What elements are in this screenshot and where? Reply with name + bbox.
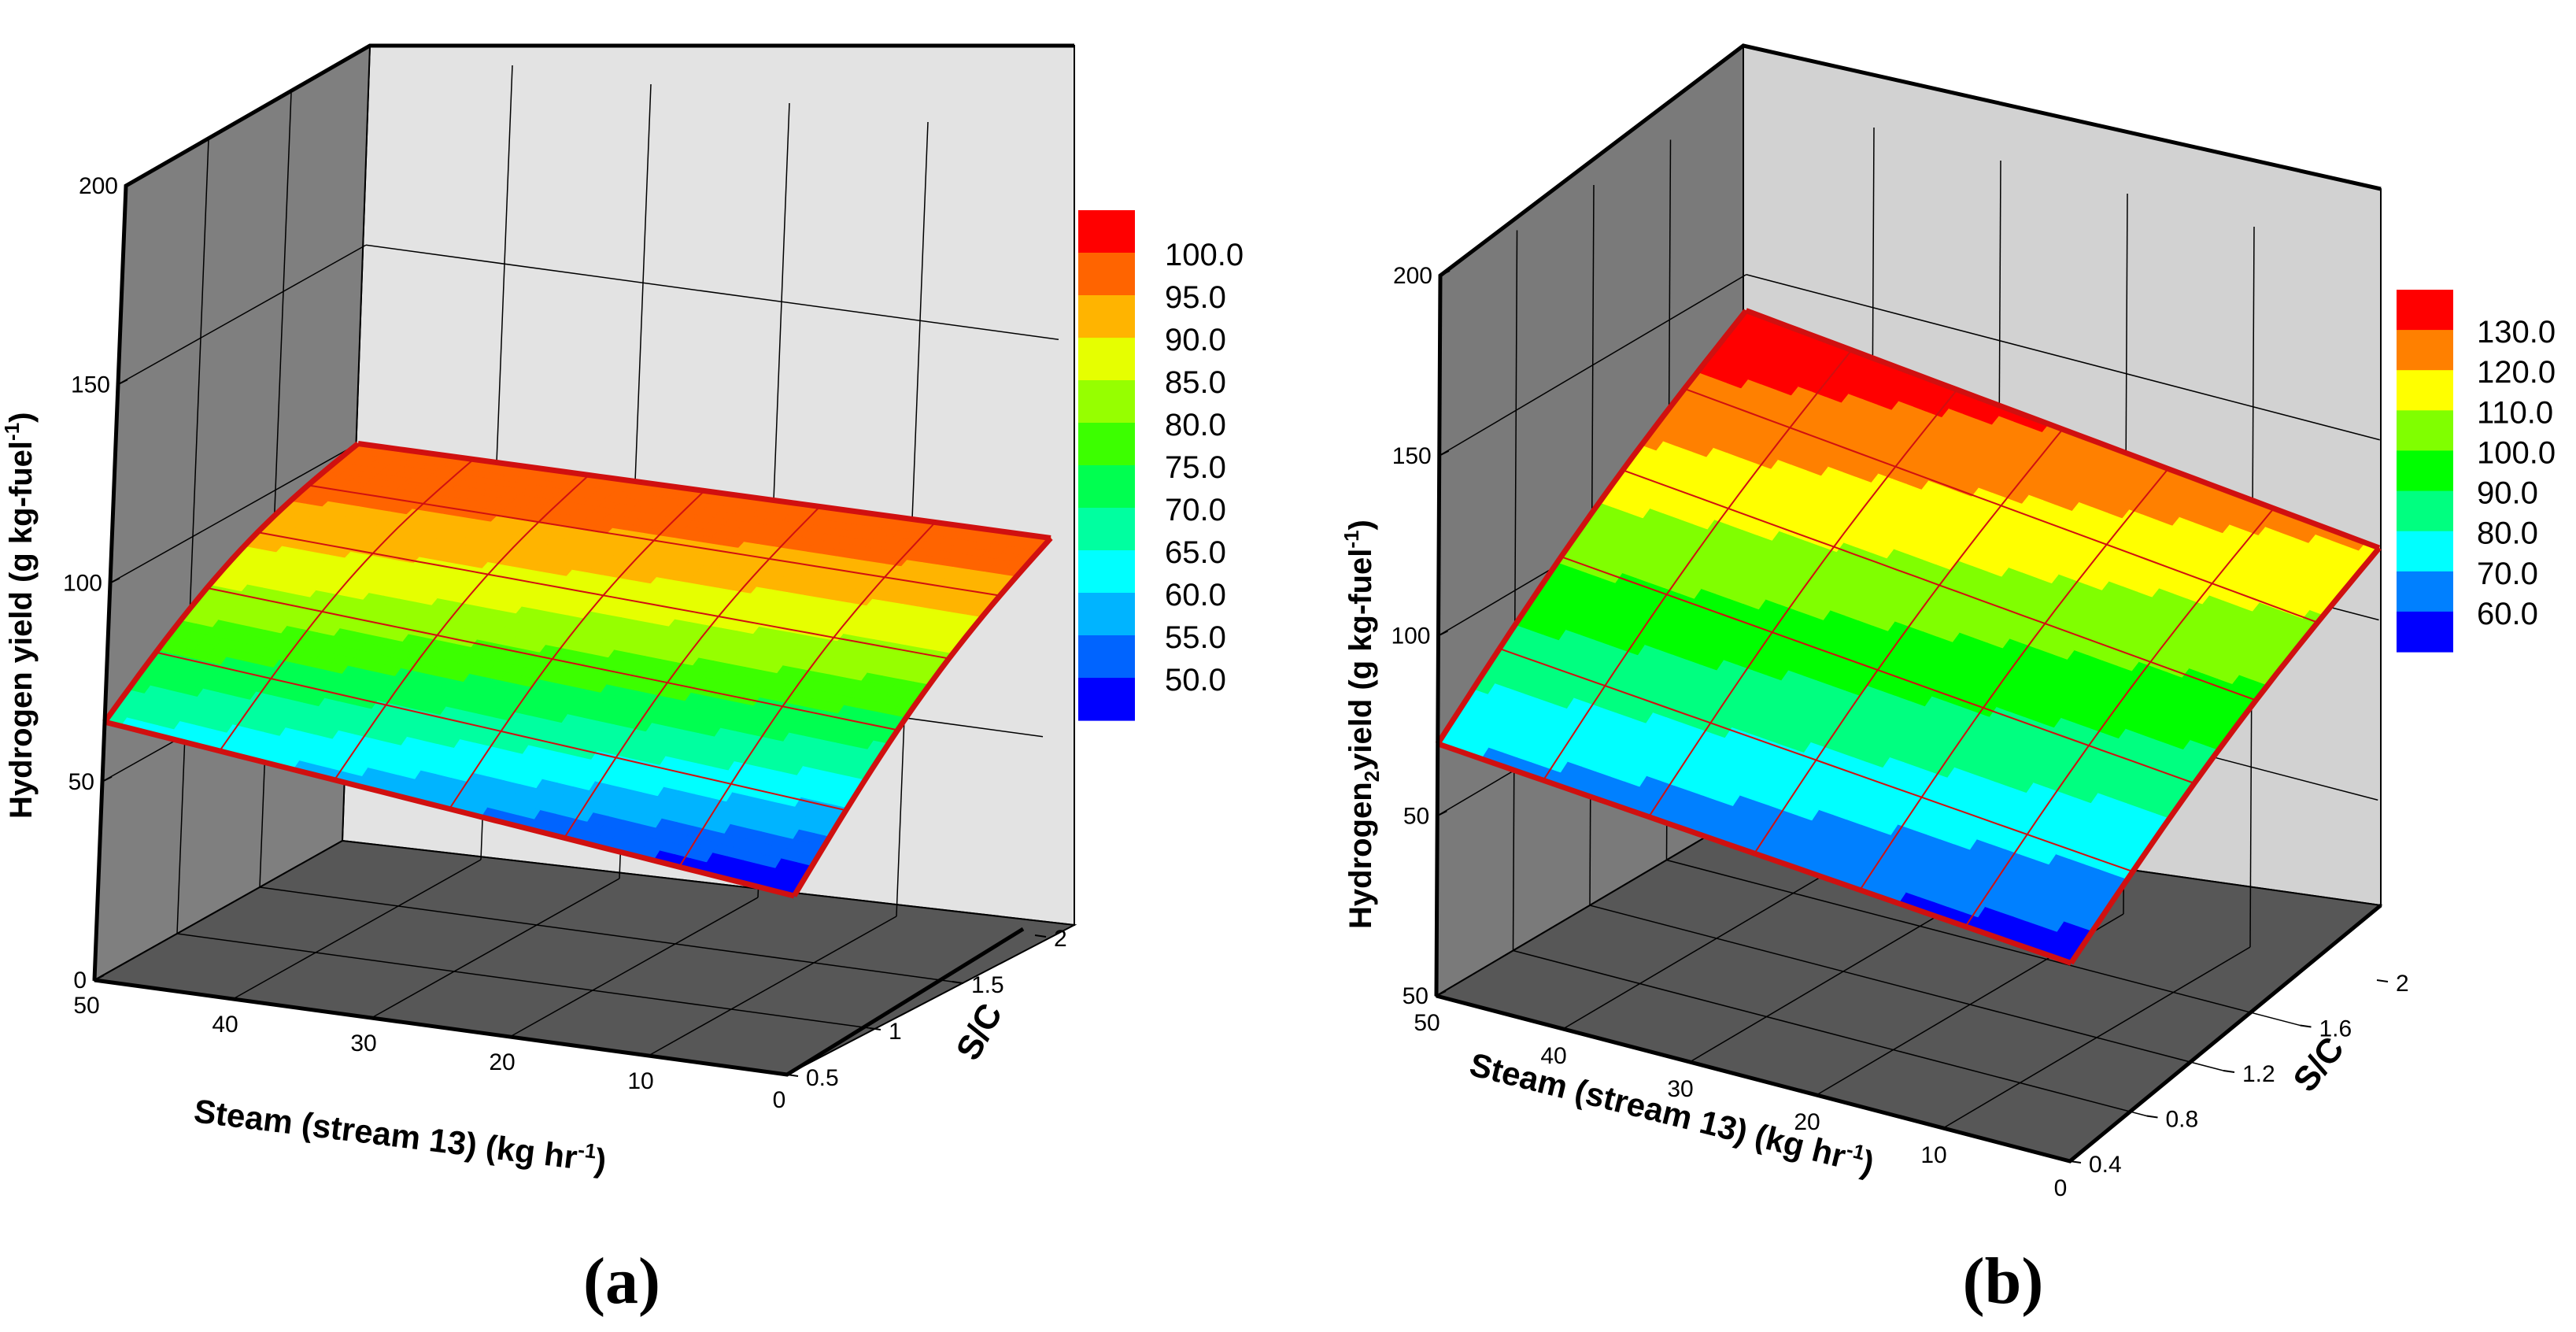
legend-level-label: 55.0 <box>1165 620 1226 655</box>
legend-color-band <box>1078 295 1135 339</box>
legend-level-label: 85.0 <box>1165 365 1226 400</box>
legend-color-band <box>1078 210 1135 253</box>
z-tick-label: 0 <box>73 968 87 993</box>
y-tick-mark <box>786 1074 799 1077</box>
legend-color-band <box>1078 338 1135 381</box>
legend-color-band <box>1078 635 1135 679</box>
legend-level-label: 130.0 <box>2477 315 2556 350</box>
legend-level-label: 80.0 <box>1165 408 1226 442</box>
panel-a-z-axis-label: Hydrogen yield (g kg-fuel-1) <box>0 413 39 820</box>
x-tick-label: 0 <box>773 1087 786 1113</box>
legend-level-label: 95.0 <box>1165 280 1226 315</box>
legend-color-band <box>1078 508 1135 551</box>
y-tick-label: 1.2 <box>2242 1061 2275 1087</box>
panel-a-y-axis-label: S/C <box>949 997 1011 1067</box>
panel-b-z-axis-label: Hydrogen2yield (g kg-fuel-1) <box>1340 520 1384 929</box>
panel-a-x-axis-label: Steam (stream 13) (kg hr-1) <box>192 1090 608 1179</box>
x-tick-label: 50 <box>1414 1010 1440 1036</box>
x-tick-label: 50 <box>73 993 99 1019</box>
y-tick-mark <box>2376 979 2389 982</box>
y-tick-label: 2 <box>1054 926 1067 952</box>
legend-level-label: 110.0 <box>2477 395 2553 430</box>
legend-color-band <box>2397 450 2453 492</box>
left-wall-gridline <box>117 244 367 385</box>
left-wall-gridline <box>176 139 209 934</box>
legend-level-label: 75.0 <box>1165 450 1226 485</box>
x-tick-label: 30 <box>350 1030 376 1056</box>
floor-gridline <box>259 886 953 982</box>
panel-b-legend: 130.0 120.0 110.0 100.0 90.0 80.0 70.0 60.0 <box>2397 290 2556 653</box>
panel-b-label: (b) <box>1963 1245 2044 1318</box>
x-tick-label: 20 <box>489 1049 515 1075</box>
legend-level-label: 65.0 <box>1165 535 1226 570</box>
y-tick-label: 1 <box>889 1019 902 1045</box>
legend-color-band <box>1078 253 1135 296</box>
panel-a-label: (a) <box>583 1245 660 1318</box>
legend-level-label: 80.0 <box>2477 516 2538 551</box>
legend-color-band <box>2397 370 2453 411</box>
legend-color-band <box>1078 678 1135 721</box>
x-tick-label: 10 <box>627 1068 653 1094</box>
y-tick-label: 0.8 <box>2166 1107 2199 1133</box>
legend-color-band <box>1078 380 1135 424</box>
legend-level-label: 100.0 <box>2477 435 2556 470</box>
left-wall-gridline <box>109 442 359 584</box>
legend-color-band <box>2397 611 2453 653</box>
legend-color-band <box>1078 593 1135 636</box>
legend-color-band <box>2397 290 2453 331</box>
y-tick-label: 1.5 <box>971 972 1004 998</box>
legend-level-label: 100.0 <box>1165 238 1244 272</box>
z-tick-label: 200 <box>79 173 118 199</box>
legend-color-band <box>2397 330 2453 371</box>
floor-gridline <box>371 878 620 1019</box>
y-tick-label: 0.5 <box>806 1065 839 1091</box>
y-tick-label: 2 <box>2396 971 2409 997</box>
legend-color-band <box>2397 571 2453 612</box>
y-tick-mark <box>2146 1115 2158 1119</box>
legend-color-band <box>2397 490 2453 532</box>
legend-color-band <box>1078 423 1135 466</box>
back-wall-gridline <box>365 244 1059 340</box>
legend-level-label: 60.0 <box>1165 578 1226 612</box>
legend-level-label: 70.0 <box>2477 557 2538 591</box>
legend-level-label: 50.0 <box>1165 663 1226 697</box>
legend-color-band <box>1078 465 1135 509</box>
y-tick-label: 0.4 <box>2089 1152 2122 1178</box>
floor-gridline <box>176 933 870 1029</box>
floor-gridline <box>232 859 482 1000</box>
z-tick-label: 150 <box>1392 443 1432 469</box>
legend-color-band <box>2397 410 2453 451</box>
legend-color-band <box>2397 531 2453 572</box>
floor-gridline <box>509 897 759 1038</box>
y-tick-mark <box>2069 1160 2082 1164</box>
legend-level-label: 90.0 <box>2477 476 2538 511</box>
x-tick-label: 10 <box>1920 1142 1946 1168</box>
legend-level-label: 120.0 <box>2477 355 2556 390</box>
x-tick-label: 40 <box>212 1012 238 1038</box>
z-tick-label: 50 <box>1403 803 1429 829</box>
y-tick-mark <box>2223 1070 2235 1073</box>
x-tick-label: 0 <box>2054 1175 2068 1201</box>
legend-level-label: 60.0 <box>2477 597 2538 631</box>
y-tick-mark <box>2300 1024 2312 1028</box>
legend-level-label: 70.0 <box>1165 493 1226 527</box>
legend-level-label: 90.0 <box>1165 323 1226 357</box>
legend-color-band <box>1078 550 1135 594</box>
z-tick-label: 100 <box>63 571 102 597</box>
z-tick-label: 150 <box>71 372 110 398</box>
z-tick-label: 50 <box>1403 983 1428 1009</box>
z-tick-label: 100 <box>1391 623 1430 649</box>
panel-a-surface <box>102 441 1053 899</box>
panel-a-legend: 100.0 95.0 90.0 85.0 80.0 75.0 70.0 65.0 60.0 55.… <box>1078 210 1244 721</box>
z-tick-label: 200 <box>1393 263 1432 289</box>
floor-gridline <box>648 916 897 1056</box>
z-tick-label: 50 <box>68 769 94 795</box>
